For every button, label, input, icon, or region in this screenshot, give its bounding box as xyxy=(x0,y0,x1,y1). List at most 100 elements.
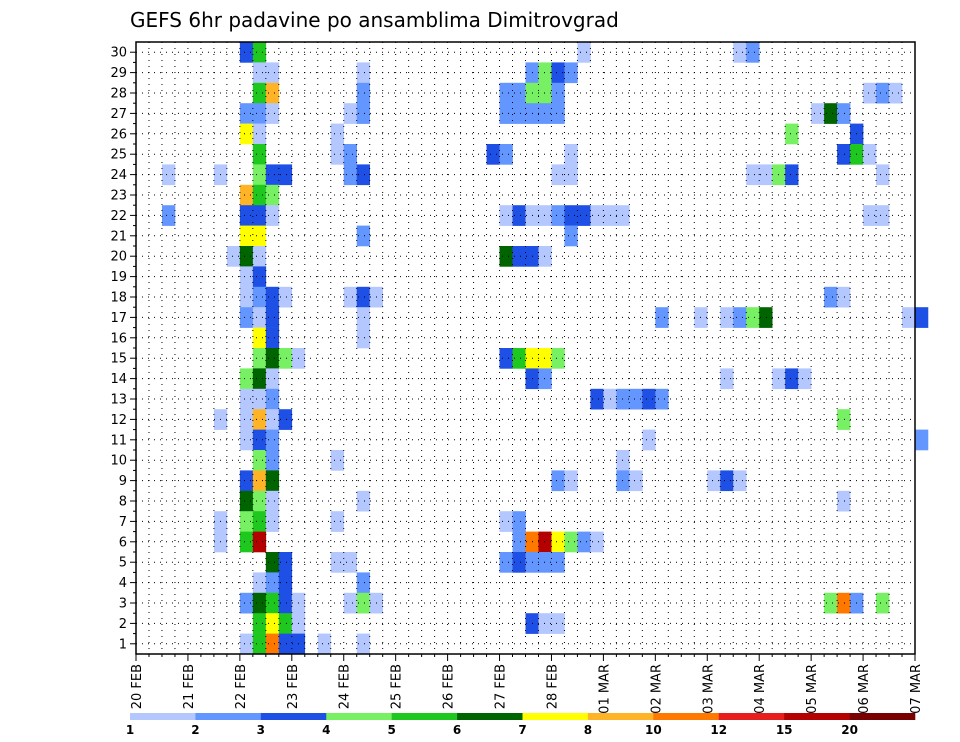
heatmap-cell xyxy=(265,82,280,104)
heatmap-cell xyxy=(330,450,345,471)
heatmap-cell xyxy=(538,82,552,104)
heatmap-cell xyxy=(356,82,370,104)
heatmap-cell xyxy=(655,388,669,410)
heatmap-cell xyxy=(252,205,267,226)
heatmap-cell xyxy=(811,103,825,124)
heatmap-cell xyxy=(252,144,267,165)
heatmap-cell xyxy=(499,246,513,267)
legend-swatch xyxy=(260,713,327,720)
heatmap-cell xyxy=(330,552,345,573)
heatmap-cell xyxy=(837,144,851,165)
heatmap-cell xyxy=(239,592,254,614)
heatmap-cell xyxy=(746,42,760,63)
heatmap-cell xyxy=(915,429,929,451)
heatmap-cell xyxy=(512,103,526,124)
heatmap-cell xyxy=(785,368,799,390)
heatmap-cell xyxy=(356,490,370,512)
heatmap-cell xyxy=(356,286,370,308)
heatmap-cell xyxy=(499,511,513,532)
heatmap-cell xyxy=(876,592,890,614)
heatmap-cell xyxy=(733,307,747,328)
heatmap-cell xyxy=(226,246,241,267)
heatmap-cell xyxy=(278,286,293,308)
heatmap-cell xyxy=(252,388,267,410)
heatmap-cell xyxy=(512,552,526,573)
legend-label: 2 xyxy=(191,723,199,737)
heatmap-cell xyxy=(746,164,760,186)
heatmap-cell xyxy=(252,286,267,308)
heatmap-cell xyxy=(616,470,630,492)
y-tick-label: 24 xyxy=(110,168,127,183)
heatmap-cell xyxy=(512,348,526,369)
heatmap-cell xyxy=(239,246,254,267)
legend-swatch xyxy=(391,713,458,720)
heatmap-cell xyxy=(356,592,370,614)
heatmap-cell xyxy=(265,633,280,655)
heatmap-cell xyxy=(265,592,280,614)
y-tick-label: 6 xyxy=(119,535,127,550)
heatmap-cells xyxy=(161,42,929,655)
heatmap-cell xyxy=(486,144,500,165)
heatmap-cell xyxy=(239,470,254,492)
heatmap-cell xyxy=(239,307,254,328)
heatmap-cell xyxy=(265,103,280,124)
legend-label: 5 xyxy=(387,723,395,737)
y-tick-label: 5 xyxy=(119,556,127,571)
heatmap-cell xyxy=(538,103,552,124)
x-tick-label: 26 FEB xyxy=(442,664,457,709)
heatmap-cell xyxy=(239,490,254,512)
x-tick-label: 02 MAR xyxy=(649,664,664,714)
heatmap-cell xyxy=(551,552,565,573)
heatmap-cell xyxy=(330,123,345,145)
heatmap-cell xyxy=(265,184,280,206)
y-tick-label: 10 xyxy=(110,454,127,469)
heatmap-cell xyxy=(330,511,345,532)
heatmap-cell xyxy=(239,286,254,308)
heatmap-cell xyxy=(161,205,176,226)
color-legend: 1 2 3 4 5 6 7 8 10 12 15 20 xyxy=(126,713,916,737)
y-tick-label: 29 xyxy=(110,66,127,81)
heatmap-cell xyxy=(356,164,370,186)
heatmap-cell xyxy=(590,205,604,226)
y-tick-label: 16 xyxy=(110,331,127,346)
heatmap-cell xyxy=(317,633,332,655)
heatmap-cell xyxy=(538,205,552,226)
heatmap-cell xyxy=(252,409,267,430)
y-tick-label: 12 xyxy=(110,413,127,428)
heatmap-cell xyxy=(824,103,838,124)
y-axis: 1234567891011121314151617181920212223242… xyxy=(110,46,136,652)
heatmap-cell xyxy=(239,429,254,451)
heatmap-cell xyxy=(759,307,773,328)
heatmap-cell xyxy=(902,307,916,328)
heatmap-cell xyxy=(265,348,280,369)
y-tick-label: 28 xyxy=(110,87,127,102)
y-tick-label: 20 xyxy=(110,250,127,265)
heatmap-cell xyxy=(759,164,773,186)
heatmap-cell xyxy=(239,368,254,390)
heatmap-cell xyxy=(538,348,552,369)
heatmap-cell xyxy=(252,429,267,451)
heatmap-cell xyxy=(746,307,760,328)
heatmap-cell xyxy=(512,511,526,532)
x-tick-label: 07 MAR xyxy=(909,664,924,714)
heatmap-cell xyxy=(499,552,513,573)
heatmap-cell xyxy=(252,470,267,492)
legend-label: 7 xyxy=(518,723,526,737)
legend-swatch xyxy=(653,713,720,720)
heatmap-cell xyxy=(278,348,293,369)
legend-label: 10 xyxy=(645,723,662,737)
heatmap-cell xyxy=(239,103,254,124)
legend-swatch xyxy=(130,713,196,720)
heatmap-cell xyxy=(512,82,526,104)
heatmap-cell xyxy=(278,633,293,655)
heatmap-cell xyxy=(252,531,267,553)
heatmap-cell xyxy=(538,613,552,634)
y-tick-label: 7 xyxy=(119,515,127,530)
heatmap-cell xyxy=(499,82,513,104)
heatmap-cell xyxy=(655,307,669,328)
heatmap-cell xyxy=(343,164,358,186)
y-tick-label: 19 xyxy=(110,270,127,285)
heatmap-cell xyxy=(551,205,565,226)
heatmap-cell xyxy=(551,82,565,104)
heatmap-cell xyxy=(577,42,591,63)
